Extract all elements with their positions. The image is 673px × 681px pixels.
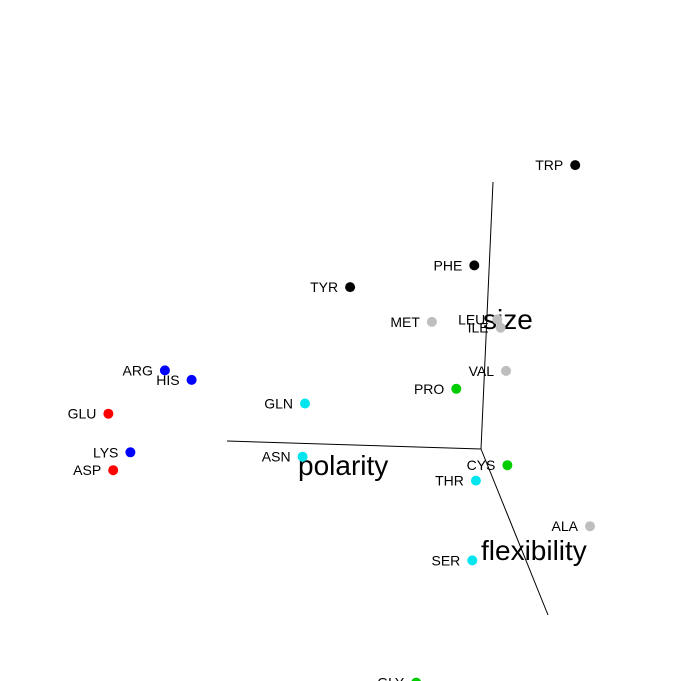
point-asp xyxy=(108,465,119,476)
polarity-axis-line xyxy=(226,440,482,450)
flexibility-axis-line xyxy=(480,448,549,616)
point-his xyxy=(186,374,197,385)
point-trp xyxy=(570,160,581,171)
point-label-his: HIS xyxy=(156,372,179,388)
point-label-ile: ILE xyxy=(468,320,489,336)
size-axis-line xyxy=(480,181,494,450)
point-ser xyxy=(467,555,478,566)
point-leu xyxy=(492,314,503,325)
axis-label-polarity: polarity xyxy=(298,450,388,481)
point-label-tyr: TYR xyxy=(310,279,338,295)
point-label-thr: THR xyxy=(435,473,464,489)
axes-group: size polarity flexibility xyxy=(226,181,587,616)
point-thr xyxy=(470,475,481,486)
point-label-trp: TRP xyxy=(535,157,563,173)
point-gly xyxy=(411,677,421,681)
point-label-ser: SER xyxy=(432,552,461,568)
point-label-met: MET xyxy=(390,314,420,330)
point-ala xyxy=(585,521,595,532)
point-label-asp: ASP xyxy=(73,462,101,478)
point-glu xyxy=(103,408,114,419)
point-label-arg: ARG xyxy=(123,362,153,378)
point-tyr xyxy=(345,282,356,293)
point-label-cys: CYS xyxy=(467,457,496,473)
point-ile xyxy=(495,322,506,333)
point-label-gly: GLY xyxy=(377,675,405,681)
axis-label-size: size xyxy=(483,304,533,335)
point-label-gln: GLN xyxy=(264,396,293,412)
point-label-phe: PHE xyxy=(434,257,463,273)
point-asn xyxy=(297,451,308,462)
point-label-glu: GLU xyxy=(68,406,97,422)
point-arg xyxy=(159,365,170,376)
point-label-asn: ASN xyxy=(262,449,291,465)
point-cys xyxy=(502,460,513,471)
point-label-leu: LEU xyxy=(458,311,485,327)
point-pro xyxy=(451,383,462,394)
point-label-ala: ALA xyxy=(552,518,579,534)
point-gln xyxy=(300,398,310,409)
axis-label-flexibility: flexibility xyxy=(481,535,587,566)
point-label-val: VAL xyxy=(469,363,495,379)
point-label-pro: PRO xyxy=(414,381,444,397)
point-phe xyxy=(469,260,480,271)
point-lys xyxy=(125,447,136,458)
point-val xyxy=(501,365,511,376)
point-met xyxy=(426,316,437,327)
point-label-lys: LYS xyxy=(93,444,118,460)
